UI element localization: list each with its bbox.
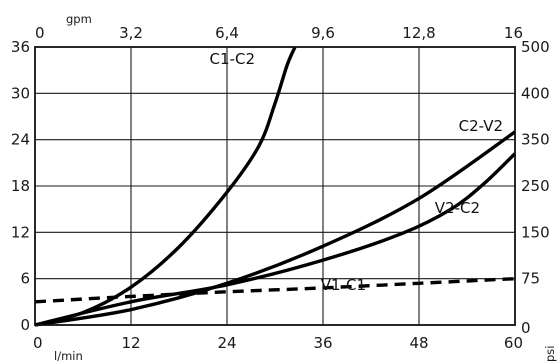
y-right-tick-label: 500 xyxy=(521,38,550,56)
x-bottom-tick-label: 36 xyxy=(313,334,332,352)
series-label-c2-v2: C2-V2 xyxy=(459,117,503,135)
x-bottom-unit-label: l/min xyxy=(54,349,83,363)
y-right-unit-label: psi xyxy=(543,346,557,363)
y-left-tick-label: 24 xyxy=(11,131,30,149)
series-label-v1-c1: V1-C1 xyxy=(321,276,366,294)
axis-ticks: 0 12 24 36 48 600 3,2 6,4 9,6 12,8 160612182430360… xyxy=(11,24,550,352)
x-top-tick-label: 12,8 xyxy=(402,24,435,42)
x-bottom-tick-label: 0 xyxy=(33,334,43,352)
x-top-unit-label: gpm xyxy=(66,12,92,26)
y-left-tick-label: 12 xyxy=(11,223,30,241)
y-right-tick-label: 350 xyxy=(521,131,550,149)
x-top-tick-label: 6,4 xyxy=(215,24,239,42)
series-label-v2-c2: V2-C2 xyxy=(435,199,480,217)
series-line-v2-c2 xyxy=(35,154,515,325)
x-top-tick-label: 9,6 xyxy=(311,24,335,42)
y-right-tick-label: 75 xyxy=(521,270,540,288)
y-left-tick-label: 18 xyxy=(11,177,30,195)
series-label-c1-c2: C1-C2 xyxy=(210,50,255,68)
series-line-v1-c1 xyxy=(35,279,515,302)
x-top-tick-label: 3,2 xyxy=(119,24,143,42)
y-left-tick-label: 36 xyxy=(11,38,30,56)
y-left-tick-label: 0 xyxy=(20,316,30,334)
x-bottom-tick-label: 48 xyxy=(409,334,428,352)
y-right-tick-label: 400 xyxy=(521,84,550,102)
y-right-tick-label: 0 xyxy=(521,319,531,337)
x-bottom-tick-label: 12 xyxy=(121,334,140,352)
y-left-tick-label: 30 xyxy=(11,84,30,102)
x-bottom-tick-label: 24 xyxy=(217,334,236,352)
y-right-tick-label: 150 xyxy=(521,223,550,241)
y-right-tick-label: 250 xyxy=(521,177,550,195)
x-top-tick-label: 0 xyxy=(35,24,45,42)
y-left-tick-label: 6 xyxy=(20,270,30,288)
grid-lines xyxy=(35,47,515,325)
